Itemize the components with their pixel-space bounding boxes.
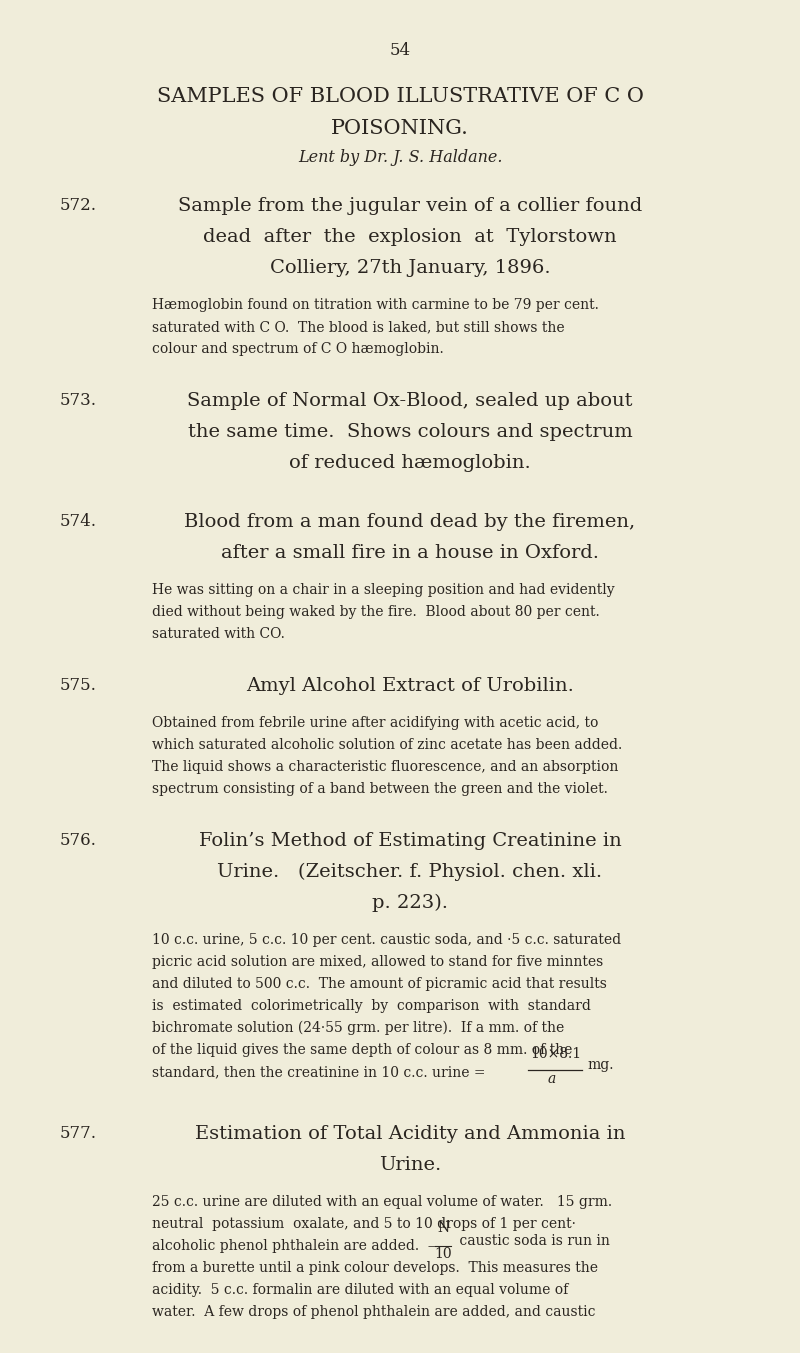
Text: 25 c.c. urine are diluted with an equal volume of water.   15 grm.: 25 c.c. urine are diluted with an equal … bbox=[152, 1195, 612, 1210]
Text: standard, then the creatinine in 10 c.c. urine =: standard, then the creatinine in 10 c.c.… bbox=[152, 1065, 486, 1078]
Text: Sample of Normal Ox-Blood, sealed up about: Sample of Normal Ox-Blood, sealed up abo… bbox=[187, 392, 633, 410]
Text: 576.: 576. bbox=[60, 832, 97, 848]
Text: the same time.  Shows colours and spectrum: the same time. Shows colours and spectru… bbox=[188, 423, 632, 441]
Text: Hæmoglobin found on titration with carmine to be 79 per cent.: Hæmoglobin found on titration with carmi… bbox=[152, 298, 599, 313]
Text: bichromate solution (24·55 grm. per litre).  If a mm. of the: bichromate solution (24·55 grm. per litr… bbox=[152, 1022, 564, 1035]
Text: N: N bbox=[437, 1220, 449, 1235]
Text: SAMPLES OF BLOOD ILLUSTRATIVE OF C O: SAMPLES OF BLOOD ILLUSTRATIVE OF C O bbox=[157, 87, 643, 106]
Text: of the liquid gives the same depth of colour as 8 mm. of the: of the liquid gives the same depth of co… bbox=[152, 1043, 572, 1057]
Text: water.  A few drops of phenol phthalein are added, and caustic: water. A few drops of phenol phthalein a… bbox=[152, 1306, 595, 1319]
Text: Colliery, 27th January, 1896.: Colliery, 27th January, 1896. bbox=[270, 258, 550, 277]
Text: Blood from a man found dead by the firemen,: Blood from a man found dead by the firem… bbox=[185, 513, 635, 530]
Text: dead  after  the  explosion  at  Tylorstown: dead after the explosion at Tylorstown bbox=[203, 229, 617, 246]
Text: 54: 54 bbox=[390, 42, 410, 60]
Text: 575.: 575. bbox=[60, 676, 97, 694]
Text: He was sitting on a chair in a sleeping position and had evidently: He was sitting on a chair in a sleeping … bbox=[152, 583, 614, 597]
Text: neutral  potassium  oxalate, and 5 to 10 drops of 1 per cent·: neutral potassium oxalate, and 5 to 10 d… bbox=[152, 1216, 576, 1231]
Text: Obtained from febrile urine after acidifying with acetic acid, to: Obtained from febrile urine after acidif… bbox=[152, 716, 598, 731]
Text: from a burette until a pink colour develops.  This measures the: from a burette until a pink colour devel… bbox=[152, 1261, 598, 1275]
Text: Estimation of Total Acidity and Ammonia in: Estimation of Total Acidity and Ammonia … bbox=[194, 1124, 626, 1143]
Text: Urine.   (Zeitscher. f. Physiol. chen. xli.: Urine. (Zeitscher. f. Physiol. chen. xli… bbox=[218, 863, 602, 881]
Text: acidity.  5 c.c. formalin are diluted with an equal volume of: acidity. 5 c.c. formalin are diluted wit… bbox=[152, 1283, 568, 1298]
Text: of reduced hæmoglobin.: of reduced hæmoglobin. bbox=[289, 455, 531, 472]
Text: which saturated alcoholic solution of zinc acetate has been added.: which saturated alcoholic solution of zi… bbox=[152, 737, 622, 752]
Text: after a small fire in a house in Oxford.: after a small fire in a house in Oxford. bbox=[221, 544, 599, 561]
Text: Folin’s Method of Estimating Creatinine in: Folin’s Method of Estimating Creatinine … bbox=[198, 832, 622, 850]
Text: caustic soda is run in: caustic soda is run in bbox=[455, 1234, 610, 1247]
Text: alcoholic phenol phthalein are added.  —: alcoholic phenol phthalein are added. — bbox=[152, 1239, 442, 1253]
Text: Lent by Dr. J. S. Haldane.: Lent by Dr. J. S. Haldane. bbox=[298, 149, 502, 166]
Text: died without being waked by the fire.  Blood about 80 per cent.: died without being waked by the fire. Bl… bbox=[152, 605, 600, 620]
Text: 574.: 574. bbox=[60, 513, 97, 530]
Text: POISONING.: POISONING. bbox=[331, 119, 469, 138]
Text: Urine.: Urine. bbox=[379, 1155, 441, 1174]
Text: The liquid shows a characteristic fluorescence, and an absorption: The liquid shows a characteristic fluore… bbox=[152, 760, 618, 774]
Text: Sample from the jugular vein of a collier found: Sample from the jugular vein of a collie… bbox=[178, 198, 642, 215]
Text: 573.: 573. bbox=[60, 392, 97, 409]
Text: Amyl Alcohol Extract of Urobilin.: Amyl Alcohol Extract of Urobilin. bbox=[246, 676, 574, 695]
Text: saturated with C O.  The blood is laked, but still shows the: saturated with C O. The blood is laked, … bbox=[152, 321, 565, 334]
Text: is  estimated  colorimetrically  by  comparison  with  standard: is estimated colorimetrically by compari… bbox=[152, 999, 591, 1013]
Text: 10×8.1: 10×8.1 bbox=[530, 1047, 581, 1061]
Text: spectrum consisting of a band between the green and the violet.: spectrum consisting of a band between th… bbox=[152, 782, 608, 796]
Text: a: a bbox=[548, 1072, 556, 1086]
Text: saturated with CO.: saturated with CO. bbox=[152, 626, 285, 641]
Text: picric acid solution are mixed, allowed to stand for five minntes: picric acid solution are mixed, allowed … bbox=[152, 955, 603, 969]
Text: 572.: 572. bbox=[60, 198, 97, 214]
Text: colour and spectrum of C O hæmoglobin.: colour and spectrum of C O hæmoglobin. bbox=[152, 342, 444, 356]
Text: and diluted to 500 c.c.  The amount of picramic acid that results: and diluted to 500 c.c. The amount of pi… bbox=[152, 977, 607, 990]
Text: 577.: 577. bbox=[60, 1124, 97, 1142]
Text: 10: 10 bbox=[434, 1247, 452, 1261]
Text: p. 223).: p. 223). bbox=[372, 894, 448, 912]
Text: 10 c.c. urine, 5 c.c. 10 per cent. caustic soda, and ·5 c.c. saturated: 10 c.c. urine, 5 c.c. 10 per cent. caust… bbox=[152, 934, 621, 947]
Text: mg.: mg. bbox=[587, 1058, 614, 1072]
